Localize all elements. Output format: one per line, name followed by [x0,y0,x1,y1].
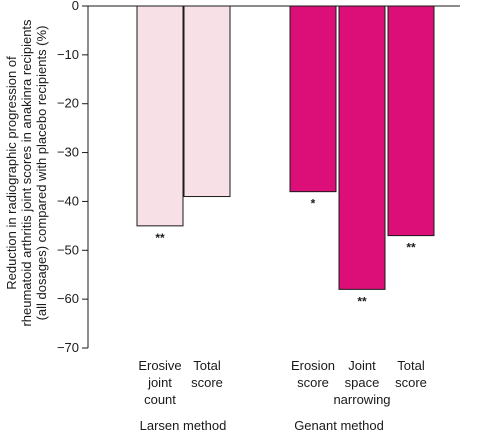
y-tick-label: −20 [57,96,79,111]
group-labels: Larsen method Genant method [140,418,384,433]
bar [136,5,184,227]
significance-markers: ******* [155,197,416,309]
y-tick-label: −70 [57,340,79,355]
y-tick-label: −60 [57,291,79,306]
y-tick-label: −30 [57,145,79,160]
bar [387,5,435,237]
y-axis-label: Reduction in radiographic progression of… [4,19,49,327]
significance-marker: ** [357,294,367,308]
y-tick-label: −10 [57,47,79,62]
category-label: Erosion score [291,358,335,390]
y-tick-label: −50 [57,242,79,257]
y-tick-label: −40 [57,193,79,208]
bar [183,5,231,198]
significance-marker: ** [155,231,165,245]
category-labels: Erosive joint count Total score Erosion scoreJ… [138,358,427,407]
y-axis-ticks: 0 −10 −20 −30 −40 −50 −60 −70 [57,0,88,355]
group-label: Genant method [294,418,384,433]
y-axis-label-line: Reduction in radiographic progression of [4,56,19,290]
bars [136,5,435,290]
y-tick-label: 0 [72,0,79,13]
category-label: Joint space narrowing [333,358,390,407]
y-axis-label-line: rheumatoid arthritis joint scores in ana… [19,19,34,327]
bar [338,5,386,290]
bar [289,5,337,193]
category-label: Total score [395,358,427,390]
significance-marker: * [311,197,316,211]
significance-marker: ** [406,241,416,255]
category-label: Erosive joint count [138,358,181,407]
y-axis-label-line: (all dosages) compared with placebo reci… [34,26,49,321]
category-label: Total score [191,358,223,390]
group-label: Larsen method [140,418,227,433]
